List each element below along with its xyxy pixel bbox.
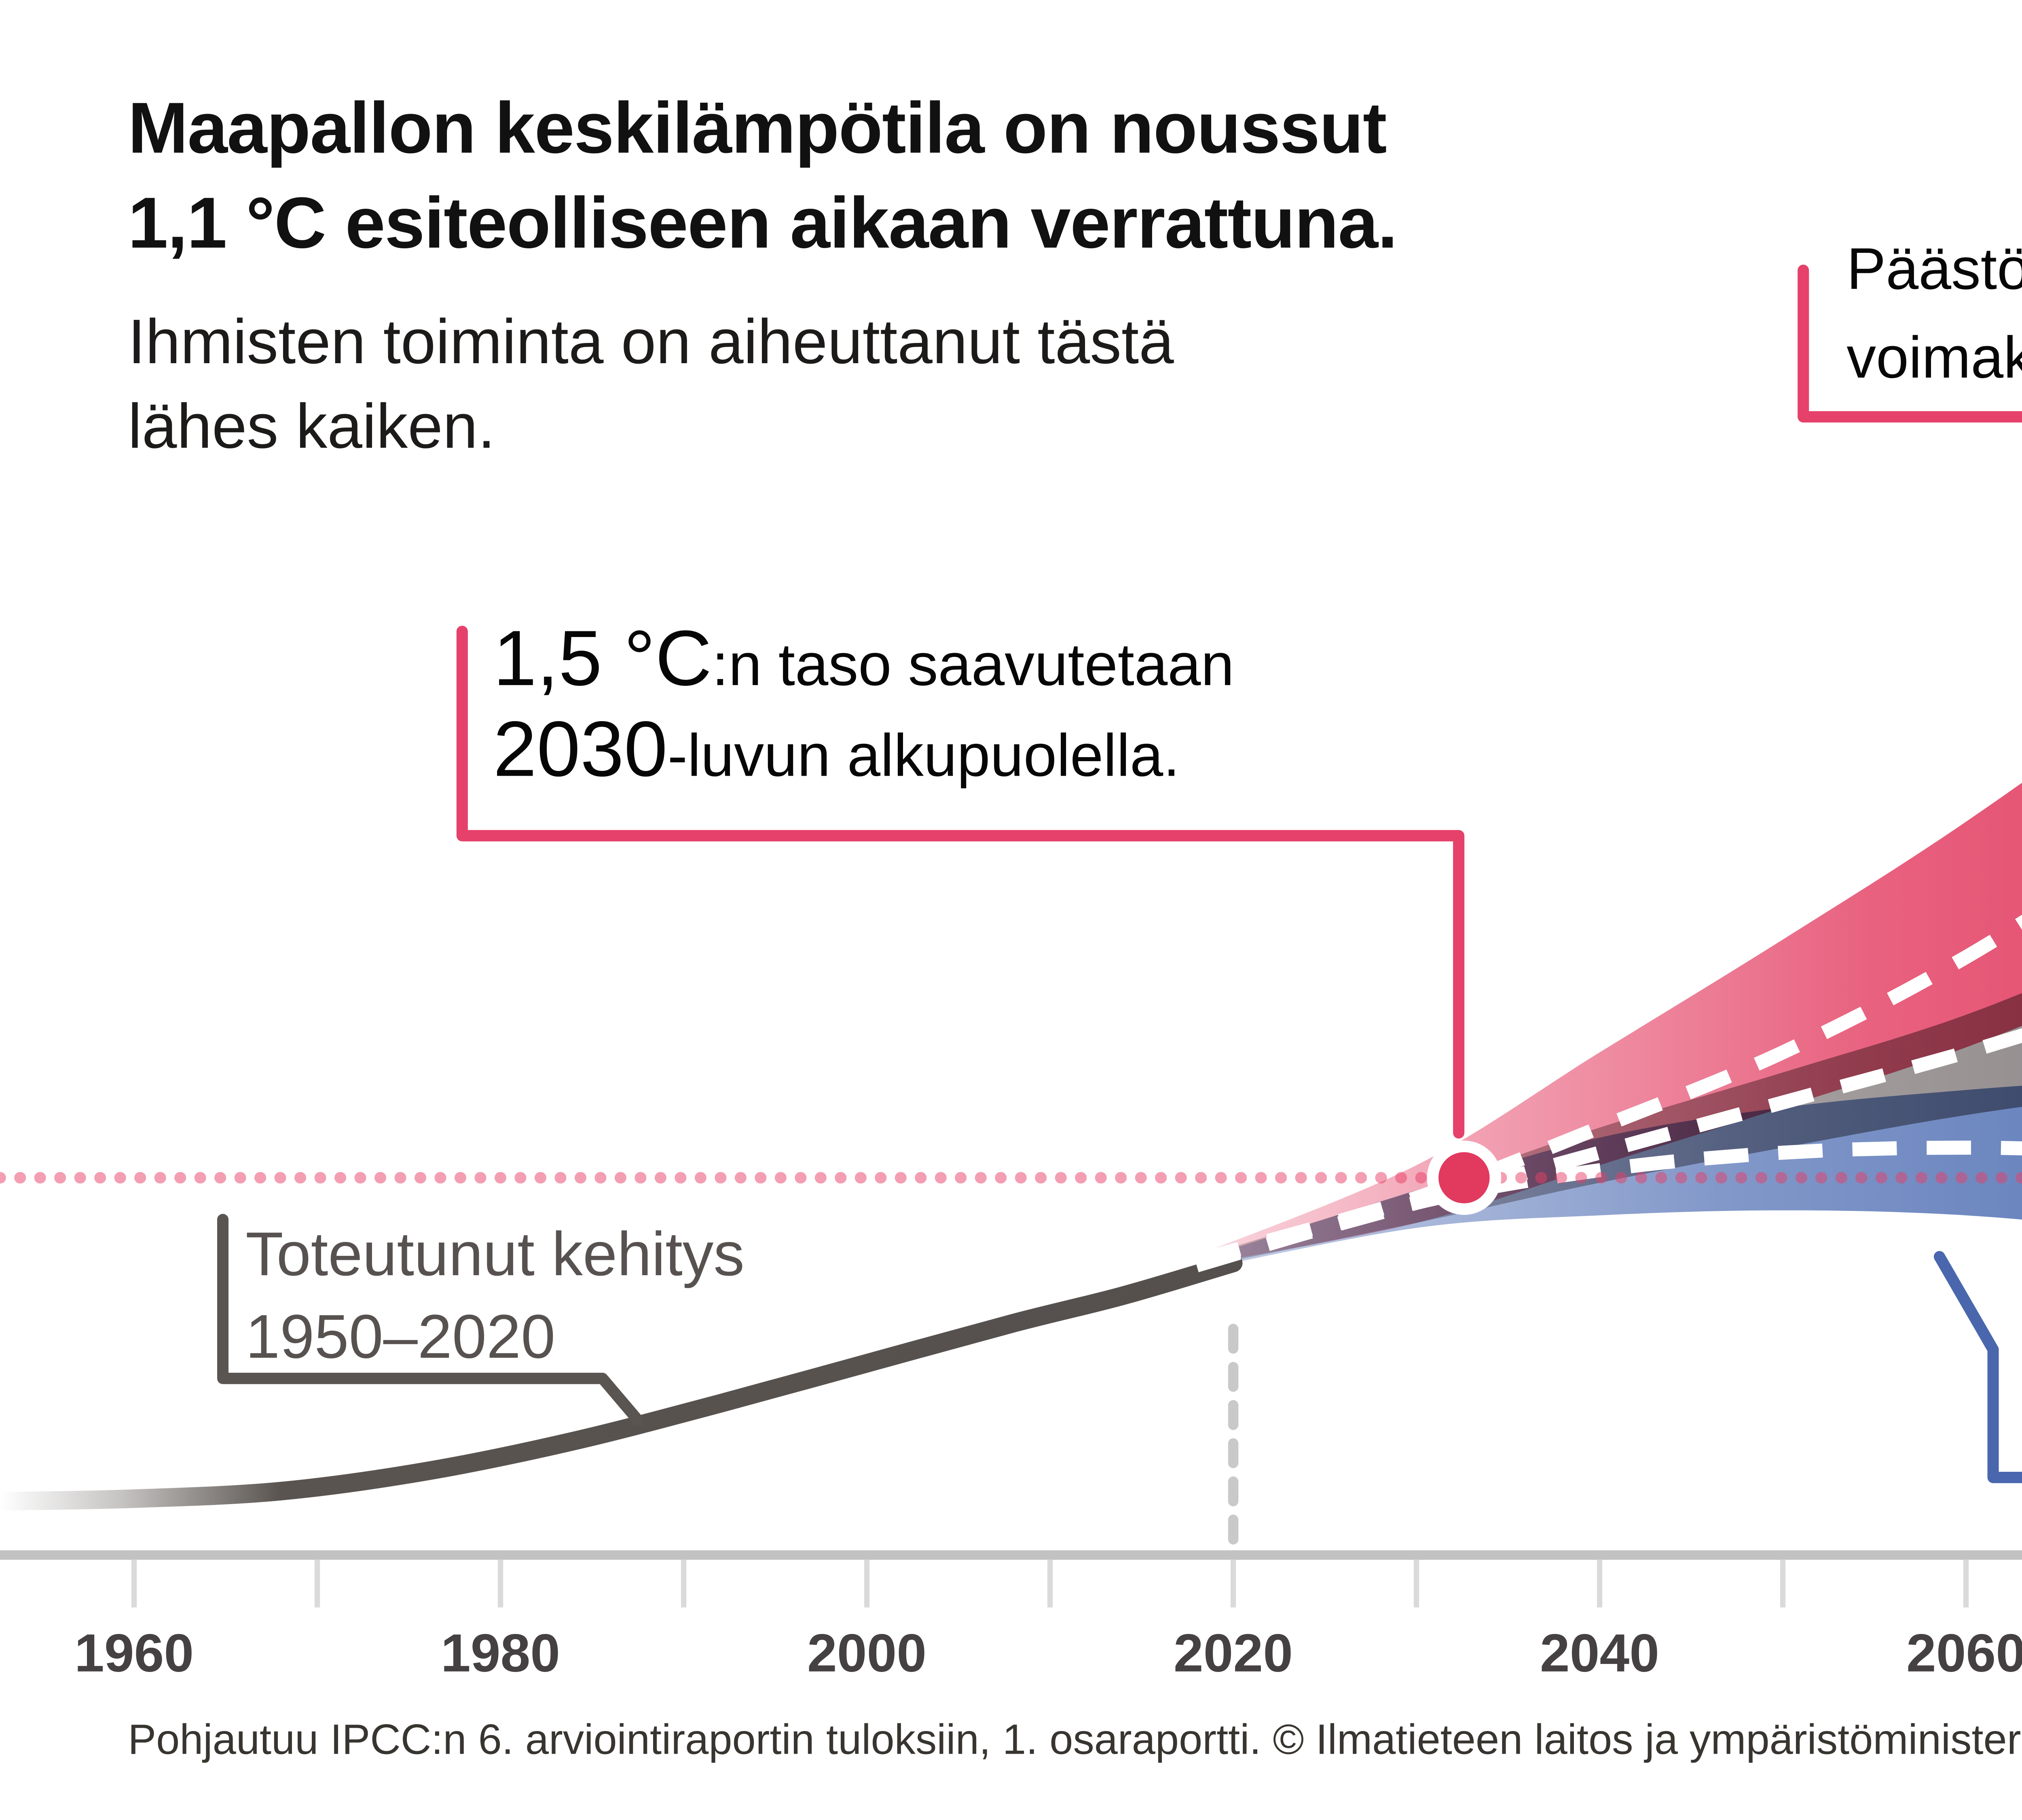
- annotation-target-line2: 2030-luvun alkupuolella.: [493, 711, 1234, 803]
- page-subtitle-line2: lähes kaiken.: [128, 393, 495, 463]
- callout-line-high-emissions: [1798, 265, 2022, 423]
- annotation-target-line1: 1,5 °C:n taso saavutetaan: [493, 621, 1234, 713]
- annotation-historical-line2: 1950–2020: [245, 1304, 556, 1372]
- page-subtitle: Ihmisten toiminta on aiheuttanut tästä l…: [128, 301, 1174, 472]
- page-title: Maapallon keskilämpötila on noussut 1,1 …: [128, 83, 1398, 272]
- axes: [0, 1550, 2022, 1608]
- annotation-high-line1: Päästöt kasvavat: [1846, 237, 2022, 303]
- x-tick-label: 2020: [1173, 1622, 1293, 1684]
- x-tick-label: 2000: [807, 1622, 927, 1684]
- annotation-historical-line1: Toteutunut kehitys: [245, 1221, 745, 1290]
- historical-temperature-line: [0, 1253, 1243, 1511]
- target-value-emphasis: 1,5 °C: [493, 617, 712, 704]
- annotation-historical: Toteutunut kehitys 1950–2020: [245, 1215, 745, 1380]
- scenario-central-dashed-high: [1195, 914, 2022, 1268]
- scenario-central-dashed-low: [1195, 1141, 2022, 1272]
- target-rest2: -luvun alkupuolella.: [667, 723, 1180, 789]
- page-title-line2: 1,1 °C esiteolliseen aikaan verrattuna.: [128, 183, 1398, 264]
- x-tick-label: 2060: [1906, 1622, 2022, 1684]
- page-subtitle-line1: Ihmisten toiminta on aiheuttanut tästä: [128, 307, 1174, 378]
- source-attribution: Pohjautuu IPCC:n 6. arviointiraportin tu…: [128, 1716, 2022, 1765]
- target-decade-emphasis: 2030: [493, 707, 668, 794]
- x-tick-label: 1960: [74, 1622, 194, 1684]
- callout-line-target-level: [456, 626, 1465, 1139]
- annotation-high-emissions: Päästöt kasvavat voimakkaasti: [1846, 227, 2022, 403]
- annotation-target-level: 1,5 °C:n taso saavutetaan 2030-luvun alk…: [493, 621, 1234, 803]
- page-title-line1: Maapallon keskilämpötila on noussut: [128, 89, 1387, 169]
- annotation-high-line2: voimakkaasti: [1846, 325, 2022, 392]
- x-tick-label: 1980: [441, 1622, 560, 1684]
- target-crossing-marker-dot: [1427, 1141, 1502, 1215]
- x-tick-label: 2040: [1540, 1622, 1660, 1684]
- callout-line-historical: [217, 1214, 643, 1426]
- target-rest1: :n taso saavutetaan: [712, 633, 1234, 700]
- callout-line-low-emissions: [1933, 1251, 2022, 1484]
